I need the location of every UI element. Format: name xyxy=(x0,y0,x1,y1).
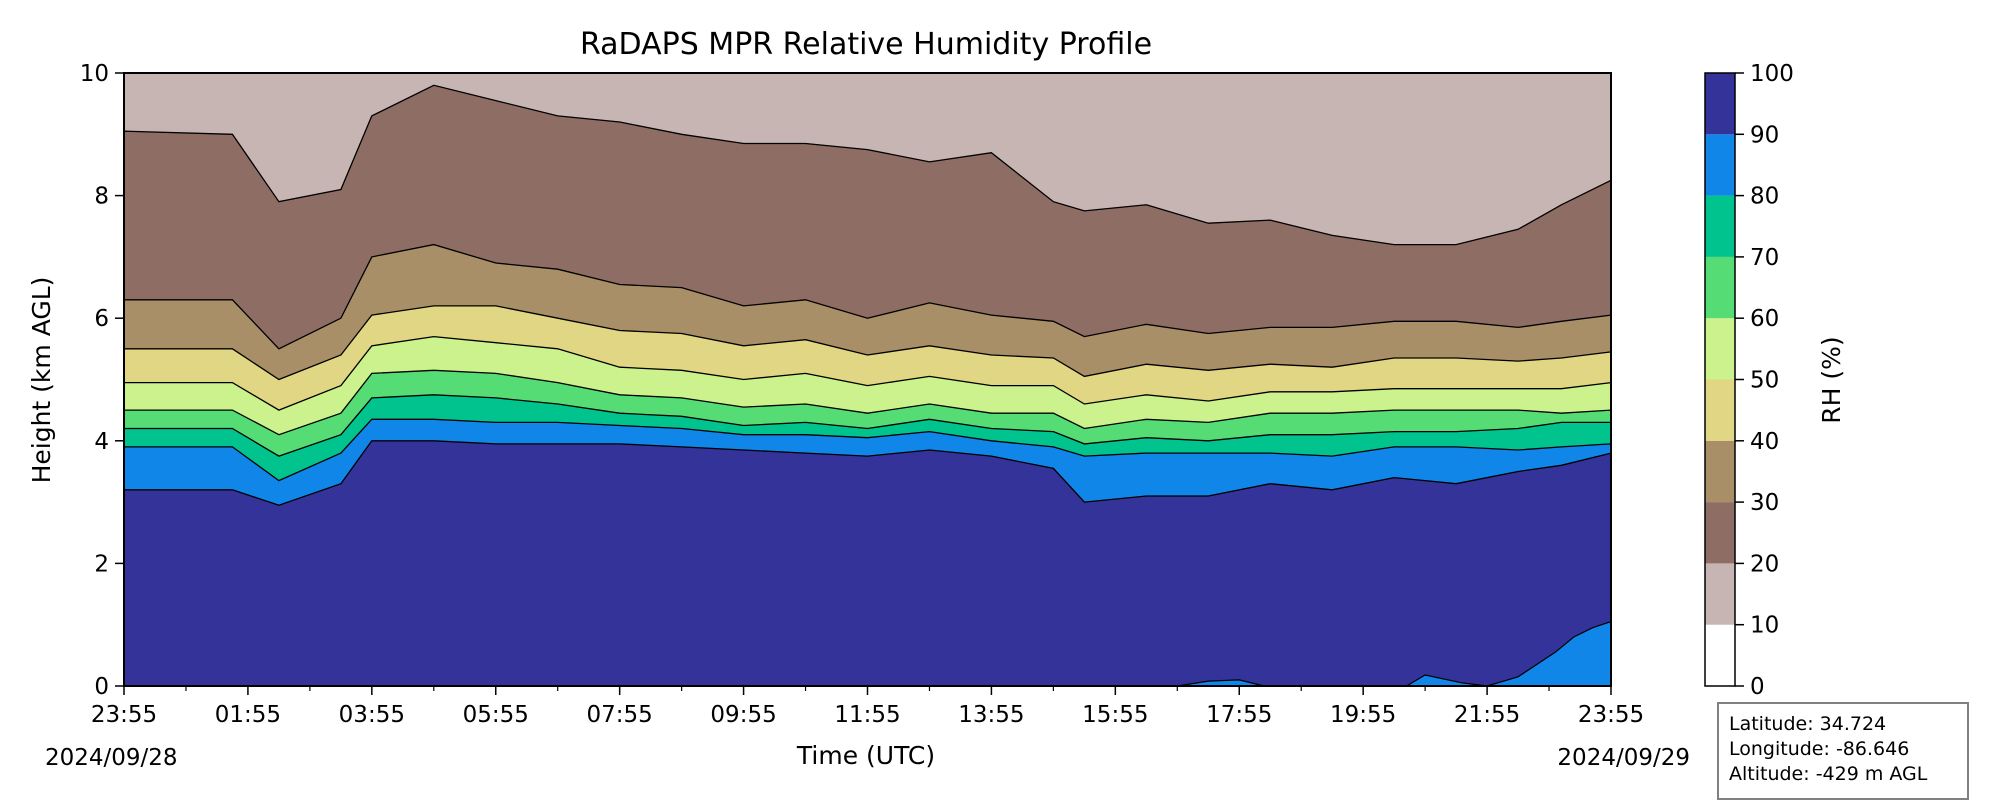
colorbar-tick-label: 30 xyxy=(1750,490,1779,516)
x-tick-label: 21:55 xyxy=(1454,702,1520,728)
latitude-text: Latitude: 34.724 xyxy=(1729,713,1887,735)
rh-band-10-20 xyxy=(124,73,1611,245)
colorbar-tick-label: 10 xyxy=(1750,613,1779,639)
colorbar-swatch-40 xyxy=(1705,379,1735,441)
x-tick-label: 19:55 xyxy=(1330,702,1396,728)
contour-line-90 xyxy=(124,440,1612,506)
station-info-box: Latitude: 34.724 Longitude: -86.646 Alti… xyxy=(1717,702,1969,800)
contour-line-80 xyxy=(124,418,1612,482)
x-tick-label: 17:55 xyxy=(1206,702,1272,728)
colorbar-tick-label: 80 xyxy=(1750,184,1779,210)
colorbar-swatch-10 xyxy=(1705,563,1735,625)
contour-lines xyxy=(123,84,1612,687)
x-tick-label: 15:55 xyxy=(1082,702,1148,728)
colorbar-tick-label: 70 xyxy=(1750,245,1779,271)
colorbar-swatch-20 xyxy=(1705,502,1735,564)
colorbar-swatch-80 xyxy=(1705,134,1735,196)
colorbar-swatch-30 xyxy=(1705,440,1735,503)
colorbar-swatch-50 xyxy=(1705,318,1735,380)
y-axis: 0 2 4 6 8 10 xyxy=(80,61,124,700)
contour-line-50 xyxy=(124,335,1612,411)
end-date-label: 2024/09/29 xyxy=(1557,745,1690,771)
colorbar-swatch-70 xyxy=(1705,195,1735,257)
x-tick-label: 03:55 xyxy=(339,702,405,728)
contour-line-30 xyxy=(124,243,1612,350)
x-tick-label: 07:55 xyxy=(587,702,653,728)
y-tick-label: 8 xyxy=(94,184,109,210)
colorbar-tick-label: 20 xyxy=(1750,551,1779,577)
colorbar-swatch-0 xyxy=(1705,624,1735,686)
y-tick-label: 0 xyxy=(94,674,109,700)
x-tick-label: 11:55 xyxy=(834,702,900,728)
contour-line-20 xyxy=(123,84,1612,246)
chart-title: RaDAPS MPR Relative Humidity Profile xyxy=(580,27,1152,62)
colorbar-tick-label: 60 xyxy=(1750,306,1779,332)
x-tick-label: 09:55 xyxy=(710,702,776,728)
contour-line-70 xyxy=(124,394,1611,457)
x-axis-title: Time (UTC) xyxy=(796,741,935,770)
colorbar-tick-label: 40 xyxy=(1750,429,1779,455)
contour-line-60 xyxy=(124,369,1612,436)
colorbar-swatch-90 xyxy=(1705,73,1735,135)
plot-area xyxy=(124,73,1611,686)
colorbar-tick-label: 100 xyxy=(1750,61,1794,87)
longitude-text: Longitude: -86.646 xyxy=(1729,738,1910,760)
contour-line-40 xyxy=(124,305,1612,381)
x-tick-label: 23:55 xyxy=(91,702,157,728)
x-tick-label: 05:55 xyxy=(463,702,529,728)
colorbar-swatch-60 xyxy=(1705,256,1735,319)
colorbar-tick-label: 90 xyxy=(1750,122,1779,148)
colorbar-tick-label: 50 xyxy=(1750,368,1779,394)
y-tick-label: 2 xyxy=(94,551,109,577)
x-tick-label: 01:55 xyxy=(215,702,281,728)
colorbar: 0 10 20 30 40 50 60 70 80 90 100 xyxy=(1704,61,1794,700)
y-tick-label: 10 xyxy=(80,61,109,87)
colorbar-tick-label: 0 xyxy=(1750,674,1765,700)
x-axis: 23:55 01:55 03:55 05:55 07:55 09:55 11:55 13:55… xyxy=(91,686,1644,728)
y-tick-label: 6 xyxy=(94,306,109,332)
start-date-label: 2024/09/28 xyxy=(45,745,178,771)
y-tick-label: 4 xyxy=(94,429,109,455)
x-tick-label: 23:55 xyxy=(1578,702,1644,728)
x-tick-label: 13:55 xyxy=(958,702,1024,728)
colorbar-label: RH (%) xyxy=(1817,336,1846,423)
altitude-text: Altitude: -429 m AGL xyxy=(1729,763,1928,785)
y-axis-title: Height (km AGL) xyxy=(27,277,56,484)
